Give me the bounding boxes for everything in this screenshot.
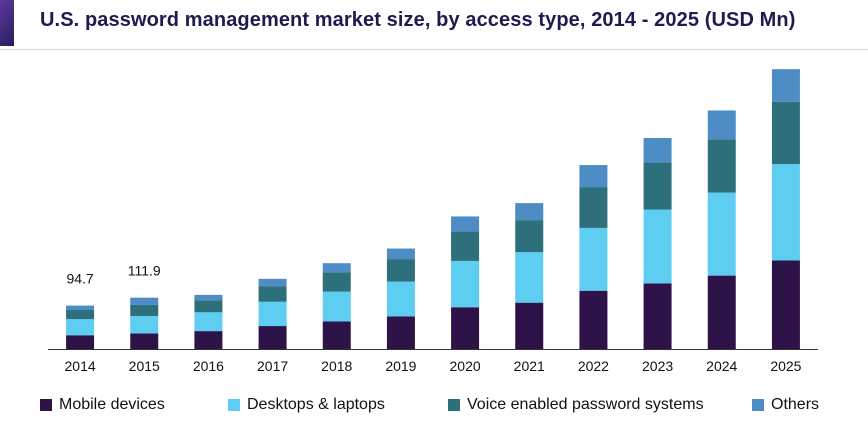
bar-segment-2022-2: [579, 187, 608, 228]
x-tick-label: 2015: [129, 358, 160, 374]
x-tick-label: 2020: [450, 358, 481, 374]
x-tick-label: 2023: [642, 358, 673, 374]
x-tick-label: 2022: [578, 358, 609, 374]
legend-item: Voice enabled password systems: [448, 396, 704, 414]
bar-segment-2015-2: [130, 304, 159, 316]
bar-segment-2023-3: [643, 137, 672, 163]
bar-segment-2022-0: [579, 290, 608, 349]
bar-segment-2018-1: [322, 291, 351, 322]
x-tick-label: 2021: [514, 358, 545, 374]
bar-segment-2015-0: [130, 333, 159, 349]
title-accent-bar: [0, 0, 14, 46]
legend-swatch: [228, 399, 240, 411]
bar-segment-2017-3: [258, 278, 287, 287]
bar-segment-2020-2: [451, 231, 480, 261]
chart-title: U.S. password management market size, by…: [40, 9, 796, 31]
legend-label: Others: [771, 396, 820, 413]
x-tick-label: 2024: [706, 358, 737, 374]
bar-segment-2019-0: [386, 316, 415, 349]
bar-segment-2023-0: [643, 283, 672, 349]
bar-segment-2016-1: [194, 312, 223, 332]
legend: Mobile devices Desktops & laptops Voice en…: [40, 396, 840, 418]
legend-item: Mobile devices: [40, 396, 165, 414]
x-tick-label: 2016: [193, 358, 224, 374]
bar-segment-2025-1: [771, 164, 800, 261]
bar-segment-2014-1: [66, 319, 95, 336]
bar-segment-2024-2: [707, 139, 736, 193]
title-divider: [0, 49, 868, 50]
bar-segment-2024-1: [707, 192, 736, 276]
legend-swatch: [448, 399, 460, 411]
bar-segment-2018-0: [322, 321, 351, 349]
x-tick-label: 2025: [770, 358, 801, 374]
bar-segment-2016-3: [194, 294, 223, 301]
bar-segment-2021-3: [515, 203, 544, 221]
title-bar: U.S. password management market size, by…: [0, 0, 868, 46]
bar-segment-2020-1: [451, 260, 480, 308]
x-tick-label: 2014: [65, 358, 96, 374]
bar-segment-2018-3: [322, 263, 351, 273]
bar-segment-2020-0: [451, 307, 480, 349]
bar-segment-2023-1: [643, 209, 672, 284]
bar-segment-2019-1: [386, 281, 415, 317]
bar-segment-2015-1: [130, 315, 159, 334]
bar-segment-2014-0: [66, 335, 95, 349]
bar-segment-2014-2: [66, 310, 95, 320]
bar-segment-2016-0: [194, 331, 223, 349]
data-label: 111.9: [128, 263, 161, 279]
data-label: 94.7: [66, 271, 93, 287]
bar-segment-2017-2: [258, 286, 287, 302]
bar-segment-2018-2: [322, 272, 351, 292]
bar-segment-2017-0: [258, 326, 287, 349]
bar-segment-2023-2: [643, 162, 672, 210]
legend-swatch: [752, 399, 764, 411]
x-tick-label: 2018: [321, 358, 352, 374]
x-tick-label: 2017: [257, 358, 288, 374]
bar-segment-2019-2: [386, 259, 415, 282]
bar-segment-2020-3: [451, 216, 480, 232]
bar-segment-2021-2: [515, 220, 544, 253]
legend-label: Desktops & laptops: [247, 396, 385, 413]
bar-segment-2022-3: [579, 165, 608, 188]
legend-swatch: [40, 399, 52, 411]
bar-segment-2024-3: [707, 110, 736, 140]
legend-item: Others: [752, 396, 819, 414]
bar-segment-2024-0: [707, 275, 736, 349]
bar-segment-2025-3: [771, 69, 800, 102]
bar-segment-2017-1: [258, 301, 287, 327]
bar-segment-2022-1: [579, 227, 608, 291]
x-tick-label: 2019: [385, 358, 416, 374]
legend-label: Voice enabled password systems: [467, 396, 704, 413]
bar-segment-2021-0: [515, 302, 544, 349]
legend-label: Mobile devices: [59, 396, 165, 413]
bar-segment-2025-0: [771, 260, 800, 349]
bar-segment-2014-3: [66, 305, 95, 311]
bar-segment-2016-2: [194, 300, 223, 313]
legend-item: Desktops & laptops: [228, 396, 385, 414]
bar-segment-2019-3: [386, 248, 415, 260]
bar-segment-2025-2: [771, 101, 800, 165]
bar-segment-2021-1: [515, 252, 544, 303]
bar-segment-2015-3: [130, 297, 159, 305]
